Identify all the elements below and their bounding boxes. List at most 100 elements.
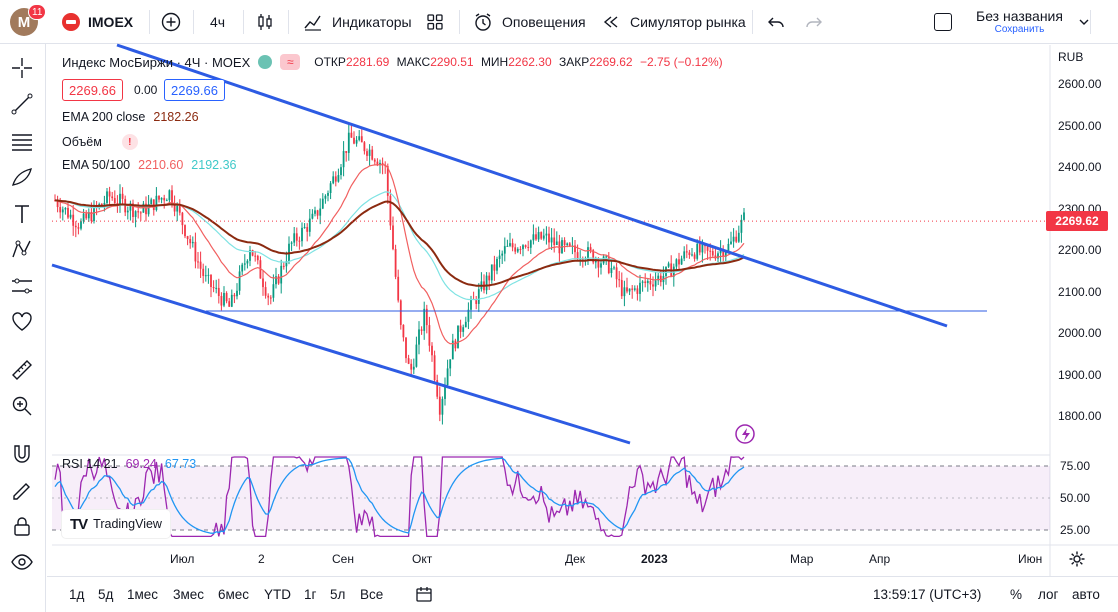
- candle-body: [719, 249, 722, 254]
- ohlc-values: ОТКР2281.69 МАКС2290.51 МИН2262.30 ЗАКР2…: [314, 55, 723, 69]
- lock-drawings-tool[interactable]: [8, 512, 36, 540]
- measure-tool[interactable]: [8, 356, 36, 384]
- candle-body: [116, 203, 119, 205]
- candle-body: [290, 242, 293, 244]
- fib-tool[interactable]: [8, 128, 36, 156]
- icons-tool[interactable]: [8, 308, 36, 336]
- zoom-tool[interactable]: [8, 392, 36, 420]
- save-layout-button[interactable]: Без названия Сохранить: [934, 0, 1091, 44]
- candle-body: [59, 207, 62, 213]
- range-button[interactable]: YTD: [264, 586, 291, 602]
- market-open-icon: [258, 55, 273, 69]
- top-toolbar: M 11 IMOEX 4ч Индикаторы Оповещения Симу…: [0, 0, 1118, 44]
- range-button[interactable]: 5д: [98, 586, 114, 602]
- replay-label: Симулятор рынка: [630, 14, 746, 30]
- notification-badge[interactable]: 11: [28, 4, 47, 20]
- undo-button[interactable]: [765, 0, 787, 44]
- redo-button[interactable]: [803, 0, 825, 44]
- lock-icon: [14, 517, 30, 536]
- candle-body: [397, 276, 400, 301]
- alerts-label: Оповещения: [502, 14, 586, 30]
- warning-icon[interactable]: !: [121, 134, 138, 150]
- candle-body: [522, 245, 524, 250]
- hide-drawings-tool[interactable]: [8, 548, 36, 576]
- plus-circle-icon: [161, 12, 181, 32]
- ema200-legend[interactable]: EMA 200 close 2182.26: [62, 110, 199, 124]
- range-button[interactable]: 5л: [330, 586, 346, 602]
- indicators-button[interactable]: Индикаторы: [302, 0, 412, 44]
- compare-button[interactable]: [160, 0, 182, 44]
- volume-legend[interactable]: Объём !: [62, 134, 138, 150]
- candle-body: [735, 236, 738, 242]
- candle-body: [160, 197, 163, 200]
- symbol-search[interactable]: IMOEX: [62, 0, 133, 44]
- ema50-100-legend[interactable]: EMA 50/100 2210.60 2192.36: [62, 158, 236, 172]
- pattern-tool[interactable]: [8, 236, 36, 264]
- range-button[interactable]: 1г: [304, 586, 317, 602]
- prediction-tool[interactable]: [8, 272, 36, 300]
- candle-body: [467, 309, 470, 322]
- candle-body: [503, 246, 506, 254]
- eye-icon: [11, 554, 33, 570]
- candle-body: [163, 197, 166, 201]
- chart-settings-button[interactable]: [1068, 550, 1086, 573]
- alerts-button[interactable]: Оповещения: [472, 0, 586, 44]
- candle-body: [633, 288, 636, 290]
- candle-body: [334, 176, 337, 182]
- tradingview-logo[interactable]: TV TradingView: [62, 510, 170, 538]
- candle-body: [470, 298, 472, 310]
- candle-body: [605, 256, 608, 258]
- candle-body: [212, 287, 215, 289]
- candle-body: [667, 263, 670, 267]
- goto-date-button[interactable]: [415, 577, 433, 611]
- symbol-title[interactable]: Индекс МосБиржи · 4Ч · MOEX: [62, 54, 251, 70]
- candle-body: [732, 236, 735, 242]
- chart-type-button[interactable]: [254, 0, 276, 44]
- layouts-button[interactable]: [424, 0, 446, 44]
- currency-label[interactable]: RUB: [1058, 50, 1084, 64]
- magnet-tool[interactable]: [8, 440, 36, 468]
- candle-body: [236, 290, 238, 297]
- stay-drawing-tool[interactable]: [8, 476, 36, 504]
- candle-body: [311, 213, 314, 219]
- text-tool[interactable]: [8, 200, 36, 228]
- candle-body: [285, 261, 288, 267]
- crosshair-tool[interactable]: [8, 54, 36, 82]
- rewind-icon: [603, 16, 618, 28]
- candle-body: [418, 329, 420, 345]
- trendline-icon: [11, 93, 33, 115]
- symbol-name: IMOEX: [88, 14, 134, 30]
- replay-button[interactable]: Симулятор рынка: [600, 0, 746, 44]
- square-icon: [934, 13, 952, 31]
- timezone-clock[interactable]: 13:59:17 (UTC+3): [873, 586, 982, 602]
- range-button[interactable]: Все: [360, 586, 384, 602]
- candle-body: [308, 218, 311, 232]
- candle-body: [727, 243, 730, 252]
- auto-toggle[interactable]: авто: [1072, 586, 1100, 602]
- range-button[interactable]: 6мес: [218, 586, 250, 602]
- data-status-icon[interactable]: ≈: [280, 54, 301, 70]
- percent-toggle[interactable]: %: [1010, 586, 1023, 602]
- ema50-line: [54, 164, 745, 345]
- brush-tool[interactable]: [8, 164, 36, 192]
- candle-body: [441, 398, 444, 415]
- candle-body: [451, 340, 454, 360]
- rsi-legend[interactable]: RSI 14 21 69.24 67.73: [62, 457, 196, 471]
- candle-body: [685, 251, 688, 253]
- sell-price[interactable]: 2269.66: [62, 79, 123, 101]
- candle-body: [373, 159, 376, 162]
- buy-price[interactable]: 2269.66: [164, 79, 225, 101]
- range-button[interactable]: 3мес: [173, 586, 205, 602]
- candle-body: [272, 284, 275, 298]
- range-button[interactable]: 1д: [69, 586, 85, 602]
- range-button[interactable]: 1мес: [127, 586, 159, 602]
- log-toggle[interactable]: лог: [1038, 586, 1059, 602]
- upper-channel-line: [116, 43, 948, 328]
- candle-body: [545, 233, 548, 236]
- interval-button[interactable]: 4ч: [210, 0, 225, 44]
- candle-body: [241, 264, 244, 272]
- trendline-tool[interactable]: [8, 90, 36, 118]
- candle-body: [449, 359, 452, 369]
- candle-body: [340, 167, 342, 176]
